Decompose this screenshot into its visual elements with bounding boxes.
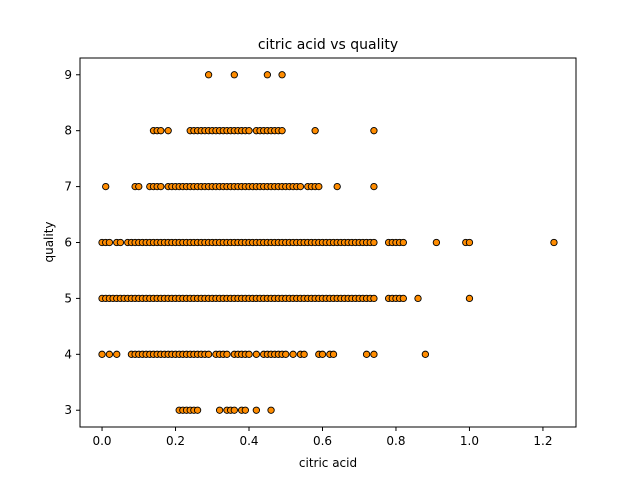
y-tick-label: 7 [64, 180, 72, 194]
data-point [263, 71, 272, 79]
data-point [315, 182, 323, 191]
data-point [215, 406, 224, 414]
y-tick-label: 5 [64, 291, 72, 305]
data-point [282, 350, 290, 358]
data-point [204, 71, 213, 79]
data-point [105, 350, 114, 358]
data-point [241, 406, 249, 414]
data-point [300, 350, 308, 358]
x-tick-label: 0.0 [92, 434, 111, 448]
y-tick-label: 8 [64, 124, 72, 138]
data-point [370, 182, 378, 191]
x-tick-label: 1.2 [533, 434, 552, 448]
data-point [245, 127, 253, 135]
data-point [432, 238, 441, 247]
data-point [204, 350, 213, 358]
data-points [98, 71, 558, 414]
y-tick-label: 6 [64, 236, 72, 250]
data-point [105, 238, 114, 247]
data-point [414, 294, 422, 303]
x-tick-label: 0.6 [313, 434, 332, 448]
data-point [193, 406, 202, 414]
data-point [113, 350, 121, 358]
data-point [399, 238, 407, 247]
data-point [465, 294, 474, 303]
data-point [164, 127, 172, 135]
data-point [370, 127, 378, 135]
data-point [223, 350, 231, 358]
data-point [98, 350, 106, 358]
data-point [252, 350, 261, 358]
x-tick-label: 0.4 [239, 434, 258, 448]
x-tick-label: 0.2 [166, 434, 185, 448]
data-point [329, 350, 338, 358]
data-point [245, 350, 253, 358]
data-point [550, 238, 558, 247]
y-tick-label: 3 [64, 403, 72, 417]
x-tick-label: 1.0 [460, 434, 479, 448]
data-point [399, 294, 407, 303]
data-point [318, 350, 327, 358]
data-point [289, 350, 297, 358]
data-point [230, 406, 238, 414]
y-axis-label: quality [42, 221, 56, 262]
x-axis: 0.0 0.2 0.4 0.6 0.8 1.0 1.2 [92, 427, 552, 448]
y-tick-label: 4 [64, 347, 72, 361]
data-point [311, 127, 319, 135]
data-point [230, 71, 238, 79]
data-point [333, 182, 341, 191]
data-point [157, 127, 165, 135]
data-point [157, 182, 165, 191]
data-point [370, 294, 378, 303]
data-point [135, 182, 143, 191]
data-point [278, 71, 286, 79]
data-point [267, 406, 275, 414]
data-point [278, 127, 286, 135]
data-point [421, 350, 430, 358]
x-tick-label: 0.8 [386, 434, 405, 448]
y-axis: 3 4 5 6 7 8 9 [64, 68, 80, 417]
data-point [465, 238, 474, 247]
data-point [362, 350, 371, 358]
x-axis-label: citric acid [299, 456, 357, 470]
data-point [370, 238, 378, 247]
data-point [116, 238, 125, 247]
data-point [102, 182, 110, 191]
y-tick-label: 9 [64, 68, 72, 82]
data-point [252, 406, 261, 414]
data-point [296, 182, 305, 191]
chart-title: citric acid vs quality [258, 37, 398, 53]
data-point [370, 350, 378, 358]
